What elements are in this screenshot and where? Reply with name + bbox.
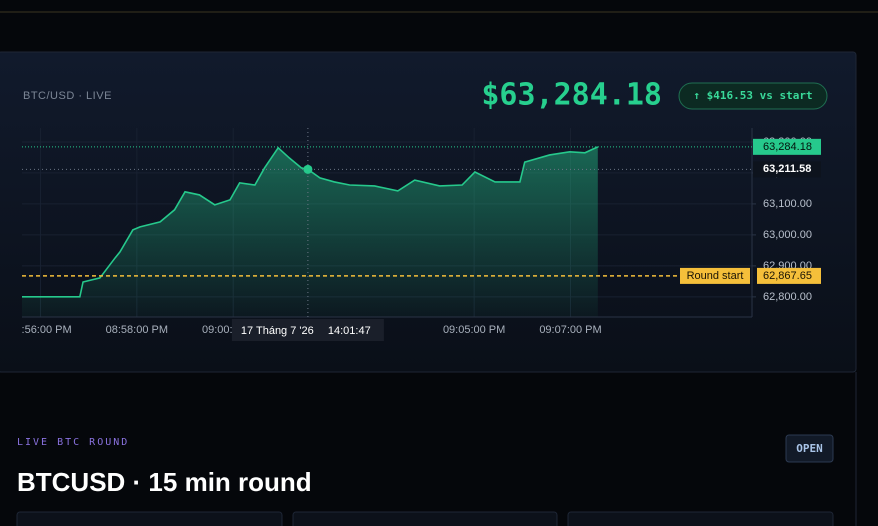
- reference-label: 62,867.65: [763, 270, 812, 282]
- x-tick-label: 09:05:00 PM: [443, 324, 505, 336]
- line: [22, 146, 599, 298]
- area: [22, 146, 598, 317]
- info-card: [16, 511, 283, 526]
- change-pill: [678, 82, 828, 110]
- crosshair-tag: [753, 161, 821, 178]
- x-tick-label: 08:56:00 PM: [9, 324, 71, 336]
- status-button[interactable]: [785, 434, 834, 463]
- reference-axis-tag: [757, 267, 821, 284]
- status-text[interactable]: OPEN: [796, 442, 823, 455]
- round-title: BTCUSD · 15 min round: [17, 467, 312, 497]
- last-price-label: 63,284.18: [763, 141, 812, 153]
- info-card: [567, 511, 834, 526]
- y-tick-label: 63,100.00: [763, 198, 812, 210]
- change-text: ↑ $416.53 vs start: [693, 89, 812, 102]
- tooltip-date: 17 Tháng 7 '26: [241, 325, 314, 337]
- crosshair-label: 63,211.58: [763, 163, 811, 175]
- info-card: [292, 511, 558, 526]
- y-tick-label: 62,800.00: [763, 291, 812, 303]
- plot-area: [22, 128, 752, 317]
- pair-label: BTC/USD · LIVE: [23, 90, 112, 102]
- last-price-tag: [753, 138, 821, 155]
- price: $63,284.18: [481, 78, 662, 113]
- time-tooltip: [231, 319, 384, 341]
- y-tick-label: 63,000.00: [763, 229, 812, 241]
- reference-tag: [680, 267, 750, 284]
- x-tick-label: 09:07:00 PM: [539, 324, 601, 336]
- reference-name: Round start: [687, 270, 744, 282]
- crosshair-dot: [303, 164, 313, 174]
- eyebrow: LIVE BTC ROUND: [17, 437, 129, 448]
- x-tick-label: 08:58:00 PM: [106, 324, 168, 336]
- tooltip-time: 14:01:47: [328, 325, 371, 337]
